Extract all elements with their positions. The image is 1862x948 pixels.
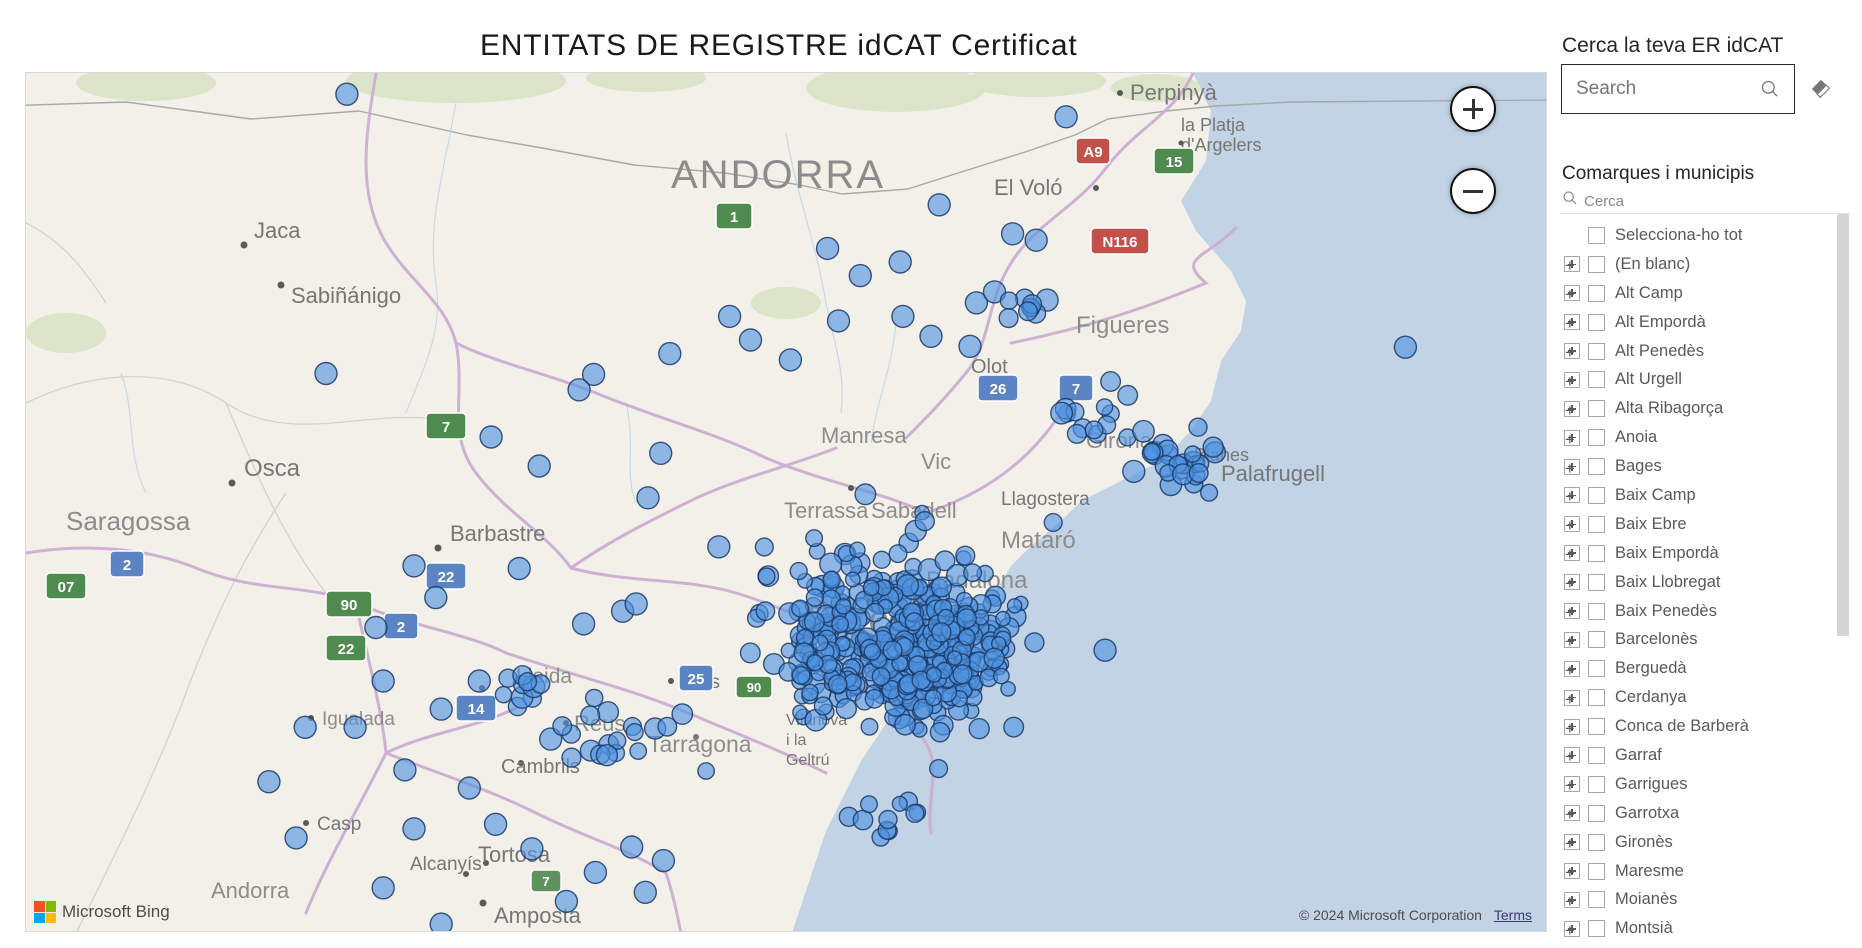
svg-text:07: 07 xyxy=(58,579,75,596)
svg-text:90: 90 xyxy=(747,680,761,695)
svg-text:El Voló: El Voló xyxy=(994,175,1063,200)
svg-text:90: 90 xyxy=(341,597,358,614)
svg-text:Llagostera: Llagostera xyxy=(1001,489,1090,510)
svg-text:7: 7 xyxy=(542,874,549,889)
svg-text:2: 2 xyxy=(397,619,405,636)
svg-text:N116: N116 xyxy=(1102,234,1137,251)
svg-text:7: 7 xyxy=(1072,381,1080,398)
svg-text:Terrassa: Terrassa xyxy=(784,498,869,523)
svg-text:26: 26 xyxy=(990,381,1007,398)
svg-text:Manresa: Manresa xyxy=(821,423,907,448)
svg-text:Saragossa: Saragossa xyxy=(66,506,191,536)
svg-text:2: 2 xyxy=(123,557,131,574)
svg-text:Barbastre: Barbastre xyxy=(450,521,545,546)
svg-text:22: 22 xyxy=(438,569,455,586)
svg-text:la Platja: la Platja xyxy=(1181,115,1246,135)
svg-text:25: 25 xyxy=(688,671,705,688)
svg-text:Casp: Casp xyxy=(317,814,361,835)
svg-text:22: 22 xyxy=(338,641,355,658)
svg-text:Vic: Vic xyxy=(921,449,951,474)
svg-text:Sabiñánigo: Sabiñánigo xyxy=(291,283,401,308)
svg-text:ANDORRA: ANDORRA xyxy=(671,153,885,197)
svg-text:Mataró: Mataró xyxy=(1001,527,1076,554)
svg-text:Figueres: Figueres xyxy=(1076,312,1169,339)
svg-text:Osca: Osca xyxy=(244,455,301,482)
svg-text:i la: i la xyxy=(786,732,807,749)
svg-text:Andorra: Andorra xyxy=(211,878,290,903)
svg-text:Jaca: Jaca xyxy=(254,218,301,243)
svg-text:Perpinyà: Perpinyà xyxy=(1130,80,1218,105)
svg-text:7: 7 xyxy=(442,419,450,436)
svg-text:Alcanyís: Alcanyís xyxy=(410,854,482,875)
svg-text:A9: A9 xyxy=(1083,144,1102,161)
svg-text:Sabadell: Sabadell xyxy=(871,498,957,523)
svg-text:1: 1 xyxy=(730,209,738,226)
svg-text:15: 15 xyxy=(1166,154,1183,171)
svg-text:14: 14 xyxy=(468,701,485,718)
svg-text:Geltrú: Geltrú xyxy=(786,752,830,769)
